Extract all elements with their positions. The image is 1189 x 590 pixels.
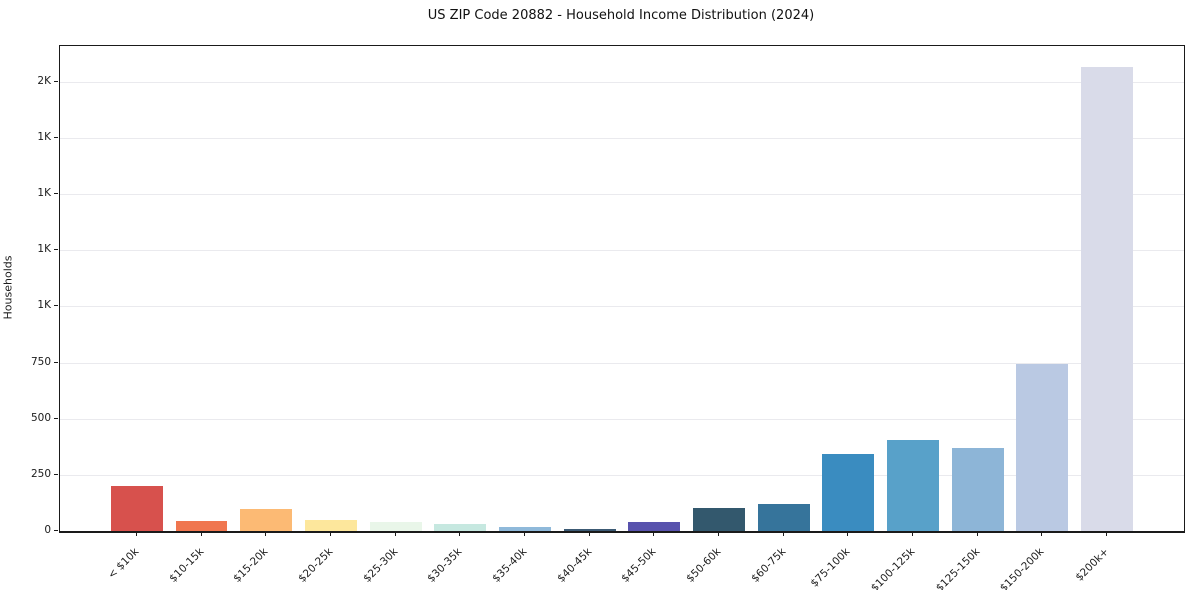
x-tick-mark <box>588 532 590 536</box>
x-tick-label: < $10k <box>105 545 142 582</box>
y-tick-label: 1K <box>37 243 51 256</box>
y-tick-label: 0 <box>44 524 51 536</box>
bar <box>369 522 422 531</box>
y-tick-label: 750 <box>30 355 51 368</box>
y-tick-mark <box>54 305 58 307</box>
y-tick-mark <box>54 473 58 475</box>
y-tick-label: 2K <box>37 74 51 87</box>
gridline <box>60 474 1184 476</box>
y-tick-mark <box>54 80 58 82</box>
plot-area <box>59 45 1185 533</box>
bar <box>887 439 939 531</box>
x-tick-label: $100-125k <box>868 545 918 590</box>
x-tick-mark <box>847 532 849 536</box>
gridline <box>60 250 1184 252</box>
x-tick-mark <box>912 532 914 536</box>
x-tick-label: $20-25k <box>296 545 336 585</box>
gridline <box>60 81 1184 83</box>
y-tick-mark <box>54 193 58 195</box>
y-tick-mark <box>54 249 58 251</box>
x-tick-mark <box>523 532 525 536</box>
gridline <box>60 418 1184 420</box>
bar <box>951 447 1004 531</box>
bar <box>693 507 745 531</box>
bar <box>111 486 163 531</box>
bar <box>563 528 616 531</box>
x-tick-mark <box>653 532 655 536</box>
y-tick-mark <box>54 417 58 419</box>
chart-title: US ZIP Code 20882 - Household Income Dis… <box>427 8 815 23</box>
bar <box>499 526 551 531</box>
y-tick-label: 1K <box>37 299 51 312</box>
x-tick-label: $125-150k <box>933 545 982 590</box>
y-tick-label: 500 <box>30 411 51 424</box>
x-tick-mark <box>265 532 267 536</box>
x-tick-mark <box>1041 532 1043 536</box>
x-tick-mark <box>394 532 396 536</box>
y-tick-mark <box>54 137 58 139</box>
y-tick-label: 1K <box>37 187 51 200</box>
x-tick-mark <box>459 532 461 536</box>
x-tick-mark <box>200 532 202 536</box>
bar <box>757 503 810 531</box>
x-tick-label: $150-200k <box>998 545 1047 590</box>
gridline <box>60 138 1184 140</box>
y-tick-label: 250 <box>30 467 51 480</box>
x-tick-label: $40-45k <box>554 545 594 585</box>
x-tick-label: $45-50k <box>619 545 659 585</box>
bar <box>628 522 681 531</box>
x-tick-mark <box>718 532 719 536</box>
bar <box>1081 66 1133 531</box>
bar <box>822 453 875 531</box>
x-tick-mark <box>976 532 978 536</box>
x-tick-label: $15-20k <box>231 545 271 585</box>
gridline <box>60 306 1184 308</box>
x-tick-label: $10-15k <box>166 545 206 585</box>
x-tick-mark <box>782 532 784 536</box>
x-tick-mark <box>1106 532 1108 536</box>
x-tick-label: $35-40k <box>490 545 530 585</box>
bar <box>240 508 293 531</box>
x-tick-label: $200k+ <box>1073 545 1112 584</box>
x-tick-mark <box>135 532 137 536</box>
bar <box>305 519 357 531</box>
x-tick-label: $75-100k <box>808 545 853 590</box>
y-tick-mark <box>54 530 58 531</box>
x-tick-label: $60-75k <box>748 545 788 585</box>
y-tick-mark <box>54 361 58 363</box>
bar <box>175 520 228 531</box>
x-tick-label: $50-60k <box>684 545 724 585</box>
x-tick-label: $25-30k <box>360 545 400 585</box>
x-tick-label: $30-35k <box>425 545 465 585</box>
gridline <box>60 362 1184 364</box>
bar <box>1016 364 1069 531</box>
y-tick-label: 1K <box>37 131 51 144</box>
bar <box>434 523 487 531</box>
gridline <box>60 194 1184 196</box>
x-tick-mark <box>329 532 331 536</box>
